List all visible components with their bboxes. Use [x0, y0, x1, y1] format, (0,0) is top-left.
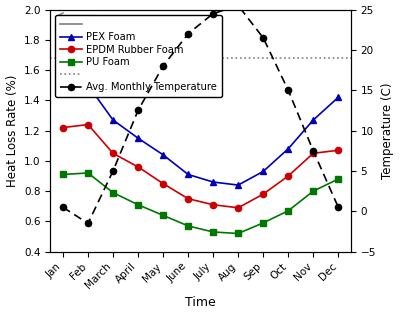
Legend: , PEX Foam, EPDM Rubber Foam, PU Foam, , Avg. Monthly Temperature: , PEX Foam, EPDM Rubber Foam, PU Foam, ,… — [56, 14, 222, 97]
Y-axis label: Temperature (C): Temperature (C) — [382, 82, 394, 179]
X-axis label: Time: Time — [185, 296, 216, 309]
Y-axis label: Heat Loss Rate (%): Heat Loss Rate (%) — [6, 74, 18, 187]
